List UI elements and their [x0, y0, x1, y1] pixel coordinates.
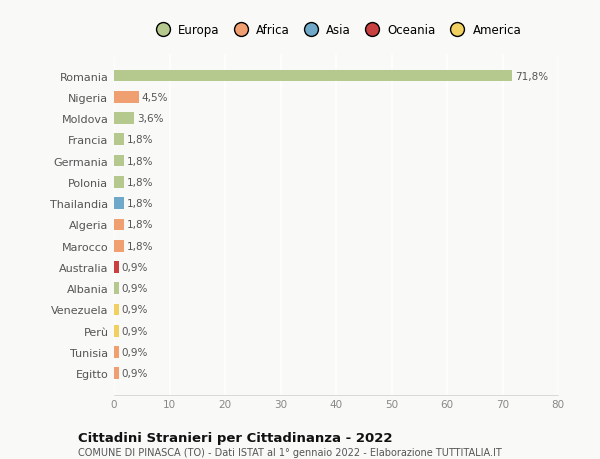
Bar [114, 347, 119, 358]
Text: 1,8%: 1,8% [127, 178, 153, 187]
Text: Cittadini Stranieri per Cittadinanza - 2022: Cittadini Stranieri per Cittadinanza - 2… [78, 431, 392, 444]
Text: 1,8%: 1,8% [127, 135, 153, 145]
Bar [114, 241, 124, 252]
Bar [114, 283, 119, 294]
Bar [114, 219, 124, 231]
Text: 0,9%: 0,9% [122, 326, 148, 336]
Text: 0,9%: 0,9% [122, 263, 148, 272]
Text: 71,8%: 71,8% [515, 71, 548, 81]
Bar [114, 156, 124, 167]
Bar [114, 92, 139, 103]
Bar [114, 304, 119, 316]
Legend: Europa, Africa, Asia, Oceania, America: Europa, Africa, Asia, Oceania, America [147, 20, 525, 40]
Text: 1,8%: 1,8% [127, 241, 153, 251]
Bar [114, 113, 134, 125]
Bar [114, 134, 124, 146]
Text: COMUNE DI PINASCA (TO) - Dati ISTAT al 1° gennaio 2022 - Elaborazione TUTTITALIA: COMUNE DI PINASCA (TO) - Dati ISTAT al 1… [78, 448, 502, 458]
Text: 3,6%: 3,6% [137, 114, 163, 124]
Text: 0,9%: 0,9% [122, 347, 148, 357]
Text: 0,9%: 0,9% [122, 369, 148, 379]
Bar [114, 198, 124, 209]
Text: 0,9%: 0,9% [122, 305, 148, 315]
Text: 4,5%: 4,5% [142, 93, 168, 102]
Text: 0,9%: 0,9% [122, 284, 148, 294]
Text: 1,8%: 1,8% [127, 199, 153, 209]
Text: 1,8%: 1,8% [127, 156, 153, 166]
Text: 1,8%: 1,8% [127, 220, 153, 230]
Bar [114, 177, 124, 188]
Bar [114, 71, 512, 82]
Bar [114, 368, 119, 379]
Bar [114, 262, 119, 273]
Bar [114, 325, 119, 337]
